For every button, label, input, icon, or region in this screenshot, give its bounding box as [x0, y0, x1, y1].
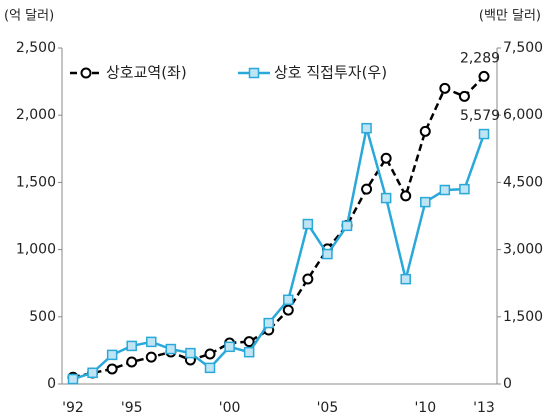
y2-tick-label: 3,000	[503, 242, 543, 258]
marker	[302, 218, 314, 230]
marker	[126, 340, 137, 352]
marker	[419, 125, 431, 137]
marker	[361, 183, 373, 195]
marker	[67, 373, 79, 385]
x-tick-label: '92	[62, 400, 84, 416]
y2-tick-label: 4,500	[503, 174, 543, 190]
legend-label: 상호 직접투자(우)	[274, 64, 387, 82]
y2-tick-label: 1,500	[503, 309, 543, 325]
marker	[302, 273, 314, 285]
value-label: 5,579	[460, 108, 500, 124]
marker	[243, 346, 255, 358]
y-tick-label: 2,000	[16, 107, 56, 123]
x-tick-label: '95	[121, 400, 143, 416]
marker	[478, 70, 490, 82]
y-tick-label: 0	[47, 376, 56, 392]
marker	[243, 336, 255, 348]
x-tick-label: '00	[219, 400, 241, 416]
marker	[380, 152, 392, 164]
marker	[145, 351, 157, 363]
series-line	[72, 75, 485, 379]
y-tick-label: 2,500	[16, 40, 56, 56]
marker	[282, 304, 294, 316]
y2-tick-label: 6,000	[503, 107, 543, 123]
marker	[439, 82, 451, 94]
marker	[458, 90, 470, 102]
y2-axis-label: (백만 달러)	[479, 9, 541, 24]
series-line	[72, 127, 486, 381]
marker	[165, 343, 177, 355]
marker	[224, 341, 235, 353]
marker	[126, 356, 138, 368]
y-tick-label: 1,500	[16, 174, 56, 190]
marker	[106, 363, 118, 375]
marker	[106, 349, 118, 361]
marker	[283, 294, 294, 306]
x-tick-label: '10	[414, 400, 436, 416]
marker	[263, 317, 274, 329]
marker	[341, 220, 353, 232]
marker	[400, 190, 412, 202]
marker	[439, 184, 451, 196]
marker	[87, 367, 98, 379]
legend-marker	[248, 67, 260, 79]
x-tick-label: '13	[473, 400, 495, 416]
marker	[459, 183, 470, 195]
marker	[380, 192, 392, 204]
legend-marker	[80, 67, 92, 79]
value-label: 2,289	[460, 50, 500, 66]
y-tick-label: 1,000	[16, 242, 56, 258]
marker	[322, 248, 333, 260]
marker	[478, 128, 490, 140]
marker	[361, 122, 372, 134]
y2-tick-label: 0	[503, 376, 512, 392]
y2-tick-label: 7,500	[503, 40, 543, 56]
y-axis-label: (억 달러)	[4, 9, 54, 24]
marker	[420, 196, 431, 208]
marker	[400, 273, 411, 285]
legend-label: 상호교역(좌)	[106, 64, 187, 82]
marker	[204, 362, 216, 374]
marker	[204, 348, 216, 360]
marker	[146, 336, 157, 348]
x-tick-label: '05	[317, 400, 339, 416]
y-tick-label: 500	[29, 309, 56, 325]
marker	[185, 347, 196, 359]
